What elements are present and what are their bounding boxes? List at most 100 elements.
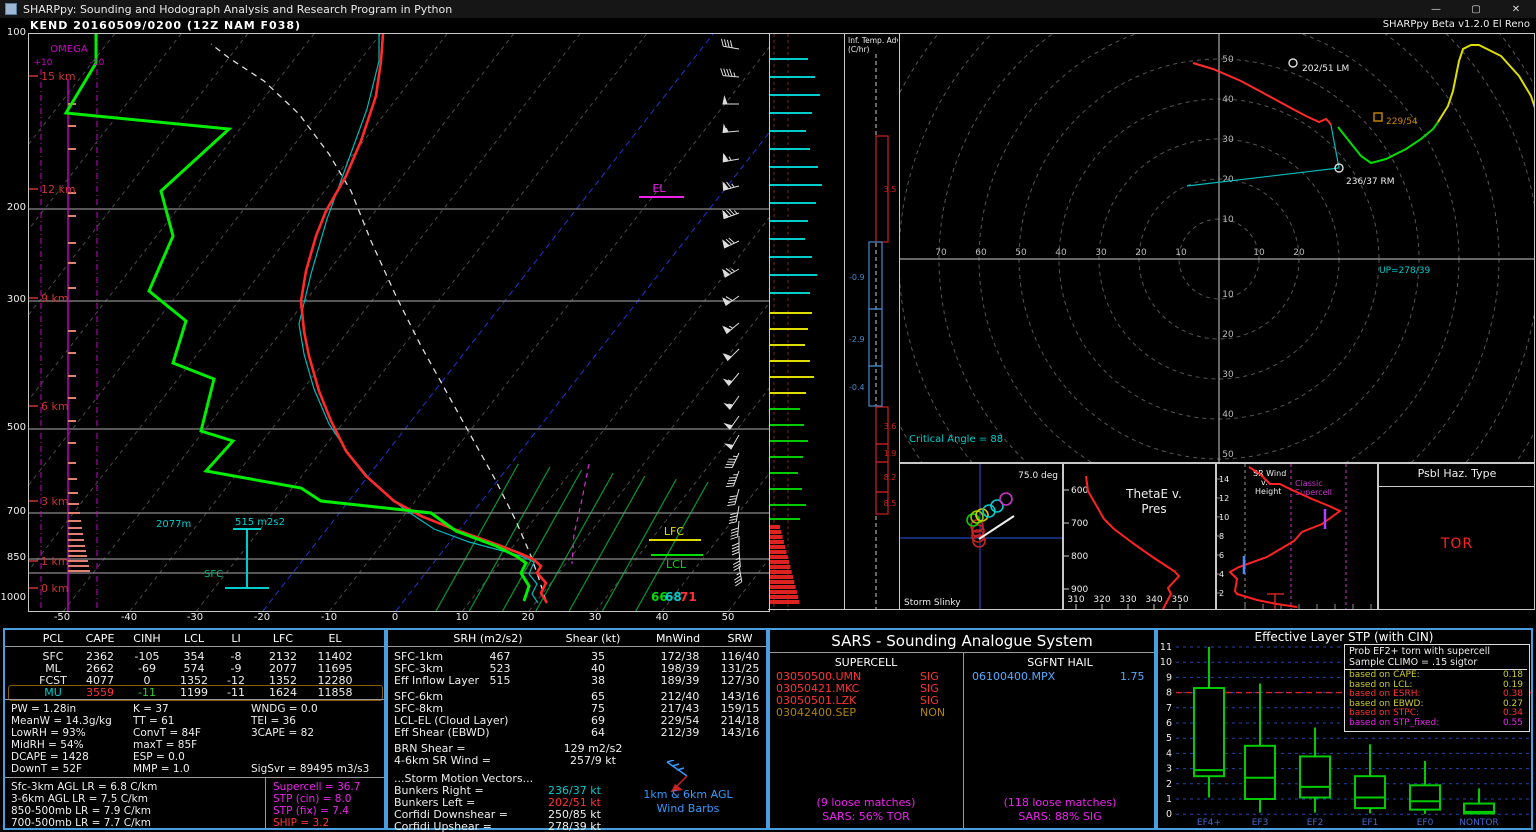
parcel-cell-ml[interactable]: 574: [183, 662, 205, 675]
parcel-cell-sfc[interactable]: SFC: [42, 650, 64, 663]
skewt-panel[interactable]: 15 km 12 km 9 km 6 km 3 km 1 km 0 km OMEGA +10…: [28, 33, 770, 612]
hodo-ring-label: 30: [1095, 248, 1107, 258]
bunkers-right-marker[interactable]: [1334, 163, 1344, 173]
hodo-ring-label: 10: [1222, 290, 1234, 300]
wind-barb: [722, 95, 739, 105]
sfc-dewpoint-value: 66: [651, 590, 668, 604]
thermo-index: maxT = 85F: [133, 739, 198, 751]
parcel-cell-mu[interactable]: 1624: [269, 686, 297, 699]
parcel-cell-sfc[interactable]: 2362: [86, 650, 114, 663]
parcel-cell-fcst[interactable]: FCST: [39, 674, 67, 687]
parcel-cell-ml[interactable]: 2662: [86, 662, 114, 675]
sr-wind-panel[interactable]: 14 12 10 8 6 4 2 SR Wind v. Height Classic Sup…: [1216, 463, 1378, 610]
parcel-cell-mu[interactable]: 11858: [317, 686, 353, 699]
thermo-index: DownT = 52F: [11, 763, 83, 775]
thermo-index: SigSvr = 89495 m3/s3: [251, 763, 370, 775]
parcel-header: PCL: [42, 632, 64, 645]
parcel-cell-fcst[interactable]: 4077: [86, 674, 114, 687]
sars-match-id[interactable]: 03050421.MKC: [776, 682, 860, 695]
parcel-cell-ml[interactable]: -69: [138, 662, 156, 675]
height-agl-label: 3 km: [41, 495, 69, 508]
slinky-ring: [971, 524, 985, 538]
stp-legend-label: based on STP_fixed:: [1349, 718, 1440, 728]
hazard-value: TOR: [1440, 536, 1474, 552]
parcel-cell-fcst[interactable]: 1352: [180, 674, 208, 687]
temperature-trace: [299, 34, 549, 604]
sars-title: SARS - Sounding Analogue System: [831, 632, 1093, 650]
parcel-cell-ml[interactable]: 2077: [269, 662, 297, 675]
sars-panel: SARS - Sounding Analogue System SUPERCEL…: [768, 628, 1156, 830]
sars-match-id[interactable]: 03050500.UMN: [776, 670, 862, 683]
parcel-cell-ml[interactable]: ML: [45, 662, 61, 675]
parcel-cell-mu[interactable]: -11: [138, 686, 156, 699]
parcel-cell-sfc[interactable]: 354: [183, 650, 205, 663]
srwind-y-tick: 6: [1219, 551, 1224, 560]
stp-y-tick: 0: [1166, 809, 1172, 820]
thetae-panel[interactable]: ThetaE v. Pres 600 700 800 900 310 320 330 340 3…: [1063, 463, 1216, 610]
hodo-ring-label: 50: [1222, 450, 1234, 460]
parcel-cell-mu[interactable]: -11: [227, 686, 245, 699]
parcel-header: CINH: [133, 632, 161, 645]
lapse-rate: 700-500mb LR = 7.7 C/km: [11, 817, 151, 829]
parcel-header-rule: [5, 646, 384, 647]
parcel-cell-fcst[interactable]: 1352: [269, 674, 297, 687]
pressure-tick-label: 850: [6, 552, 26, 563]
minimize-button[interactable]: —: [1431, 3, 1441, 15]
parcel-cell-mu[interactable]: 1199: [180, 686, 208, 699]
storm-slinky-panel[interactable]: 75.0 deg Storm Slinky: [899, 463, 1063, 610]
kin-srw: 143/16: [720, 690, 760, 703]
temperature-tick-label: -30: [186, 612, 204, 623]
wind-speed-profile-panel[interactable]: [768, 33, 844, 611]
wind-barb: [722, 348, 740, 362]
kin-row-label: LCL-EL (Cloud Layer): [394, 714, 509, 727]
stp-category-label: EF2: [1307, 818, 1324, 828]
temperature-tick-label: 20: [521, 612, 535, 623]
sars-match-id[interactable]: 03042400.SEP: [776, 706, 857, 719]
sars-match-id[interactable]: 03050501.LZK: [776, 694, 857, 707]
temp-adv-value: 3.6: [884, 422, 897, 431]
smv-label: Bunkers Right =: [394, 784, 484, 797]
parcel-cell-fcst[interactable]: 0: [143, 674, 151, 687]
wind-barb: [725, 470, 740, 487]
parcel-cell-fcst[interactable]: -12: [227, 674, 245, 687]
stp-box-EF1: [1354, 775, 1386, 810]
hodo-trace-low: [1192, 62, 1332, 126]
parcel-cell-mu[interactable]: MU: [44, 686, 62, 699]
parcel-cell-mu[interactable]: 3559: [86, 686, 114, 699]
bunkers-left-marker[interactable]: [1288, 58, 1298, 68]
close-button[interactable]: ✕: [1511, 3, 1521, 15]
maximize-button[interactable]: ▢: [1471, 3, 1481, 15]
bunkers-right-label: 236/37 RM: [1346, 177, 1395, 187]
parcel-cell-sfc[interactable]: -8: [230, 650, 242, 663]
sfc-level-label: SFC: [204, 569, 223, 580]
bunkers-left-label: 202/51 LM: [1302, 64, 1349, 74]
mean-wind-marker[interactable]: [1373, 112, 1383, 122]
hodograph-panel[interactable]: 70 60 50 40 30 20 10 10 20 10 20 30 40 50 10 20 30 40 50 2…: [899, 33, 1535, 463]
stp-category-label: EF1: [1362, 818, 1379, 828]
parcel-cell-fcst[interactable]: 12280: [317, 674, 353, 687]
wind-barb: [722, 181, 740, 191]
hodo-ring-label: 60: [975, 248, 987, 258]
thetae-title-1: ThetaE v.: [1125, 487, 1182, 501]
stp-y-tick: 7: [1166, 703, 1172, 714]
parcel-cell-ml[interactable]: -9: [230, 662, 242, 675]
composite-index: STP (cin) = 8.0: [273, 793, 352, 805]
temp-advection-panel[interactable]: Inf. Temp. Adv. (C/hr) 3.5 -0.9 -2.9 -0.4 3.…: [844, 33, 899, 610]
sars-hail-match-id[interactable]: 06100400.MPX: [972, 670, 1056, 683]
hodo-ring-label: 10: [1253, 248, 1265, 258]
omega-title: OMEGA: [50, 44, 88, 55]
kin-row-label: SFC-3km: [394, 662, 444, 675]
slinky-angle: 75.0 deg: [1018, 471, 1058, 481]
hazard-panel[interactable]: Psbl Haz. Type TOR: [1378, 463, 1535, 610]
height-agl-label: 0 km: [41, 582, 69, 595]
sars-hail-prob: SARS: 88% SIG: [1018, 810, 1102, 823]
parcel-cell-sfc[interactable]: 2132: [269, 650, 297, 663]
kin-shear: 69: [591, 714, 605, 727]
stp-box-EF2: [1299, 755, 1331, 799]
parcel-cell-sfc[interactable]: 11402: [317, 650, 353, 663]
lapse-rate: Sfc-3km AGL LR = 6.8 C/km: [11, 781, 158, 793]
sfc-temp-value: 71: [680, 590, 697, 604]
parcel-cell-sfc[interactable]: -105: [134, 650, 160, 663]
parcel-cell-ml[interactable]: 11695: [317, 662, 353, 675]
stp-y-tick: 2: [1166, 779, 1172, 790]
